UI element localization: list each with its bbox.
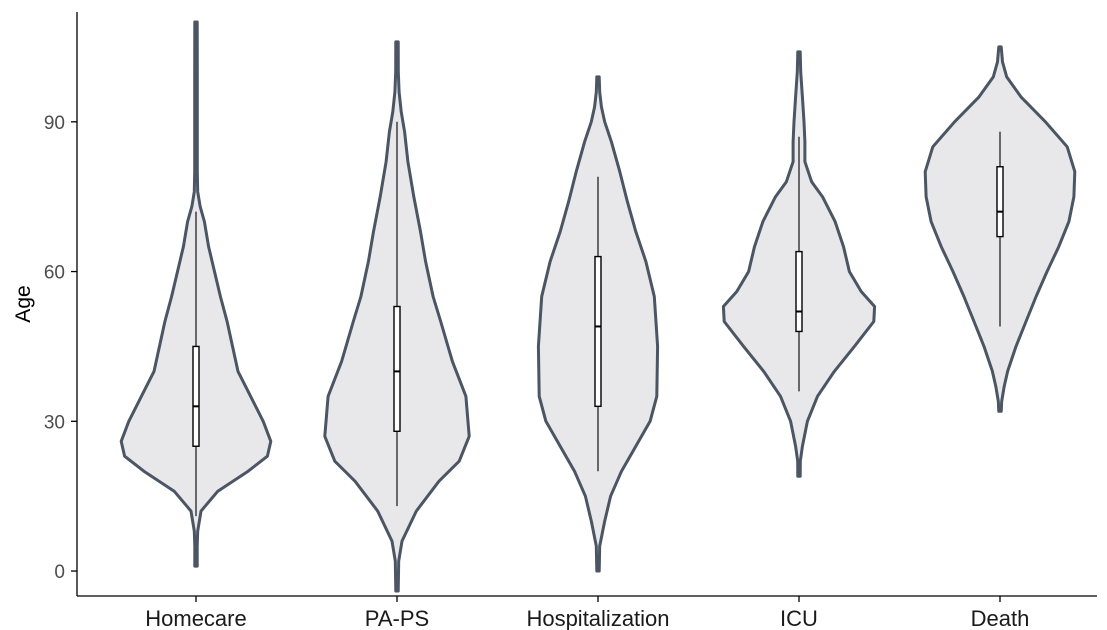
boxplot-death [996,131,1004,327]
iqr-box [996,166,1004,238]
y-tick-label: 60 [44,263,65,284]
iqr-box [192,345,200,447]
iqr-box [795,250,803,333]
boxplot-icu [795,136,803,392]
iqr-box [393,305,401,432]
y-tick-label: 90 [44,113,65,134]
x-ticks: Homecare PA-PS Hospitalization ICU Death [145,596,1029,630]
y-axis-title: Age [12,285,35,322]
x-tick-label-icu: ICU [780,606,818,630]
iqr-box [594,255,602,408]
boxplot-hospitalization [594,176,602,472]
x-tick-label-hospitalization: Hospitalization [526,606,669,630]
y-ticks: 0 30 60 90 [44,113,77,583]
y-tick-label: 0 [54,562,65,583]
axes-layer [76,12,1097,597]
boxplot-homecare [192,211,200,517]
x-tick-label-death: Death [971,606,1030,630]
boxplot-pa-ps [393,121,401,507]
boxplots-layer [192,121,1004,517]
x-tick-label-homecare: Homecare [145,606,246,630]
x-tick-label-pa-ps: PA-PS [365,606,429,630]
y-tick-label: 30 [44,412,65,433]
